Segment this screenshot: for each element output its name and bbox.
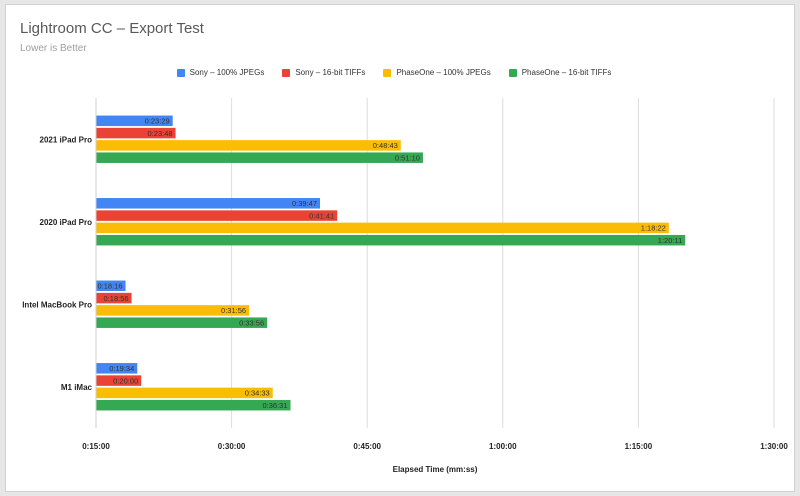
bar <box>96 292 132 304</box>
bar <box>96 222 669 234</box>
category-label: M1 iMac <box>61 383 93 392</box>
x-tick-label: 0:45:00 <box>353 442 381 451</box>
legend-item-sony-jpegs[interactable]: Sony – 100% JPEGs <box>176 68 265 77</box>
x-tick-label: 1:15:00 <box>625 442 653 451</box>
legend-label: PhaseOne – 16-bit TIFFs <box>521 68 612 77</box>
legend-label: Sony – 100% JPEGs <box>189 68 265 77</box>
chart-legend: Sony – 100% JPEGs Sony – 16-bit TIFFs Ph… <box>0 68 788 77</box>
data-label: 0:19:34 <box>109 364 134 373</box>
legend-swatch <box>508 68 517 77</box>
legend-item-phaseone-jpegs[interactable]: PhaseOne – 100% JPEGs <box>383 68 491 77</box>
x-axis-label: Elapsed Time (mm:ss) <box>393 465 478 474</box>
category-label: 2020 iPad Pro <box>40 218 93 227</box>
bar <box>96 234 686 246</box>
x-tick-label: 1:30:00 <box>760 442 788 451</box>
bar <box>96 210 338 221</box>
legend-label: Sony – 16-bit TIFFs <box>295 68 366 77</box>
data-label: 0:23:29 <box>145 117 170 126</box>
data-label: 1:18:22 <box>641 224 666 233</box>
data-label: 0:18:56 <box>104 294 129 303</box>
data-label: 0:51:10 <box>395 153 420 162</box>
bar <box>96 152 423 163</box>
data-label: 0:23:48 <box>148 129 173 138</box>
data-label: 0:33:56 <box>239 318 264 327</box>
bar <box>96 317 268 328</box>
bar <box>96 363 138 374</box>
data-label: 0:41:41 <box>309 211 334 220</box>
bar <box>96 198 321 209</box>
data-label: 0:34:33 <box>245 389 270 398</box>
chart-subtitle: Lower is Better <box>20 43 87 54</box>
legend-item-phaseone-tiffs[interactable]: PhaseOne – 16-bit TIFFs <box>508 68 612 77</box>
legend-swatch <box>176 68 185 77</box>
chart-title: Lightroom CC – Export Test <box>20 20 204 37</box>
category-label: Intel MacBook Pro <box>22 300 92 309</box>
legend-swatch <box>383 68 392 77</box>
x-tick-label: 0:15:00 <box>82 442 110 451</box>
data-label: 0:36:31 <box>262 401 287 410</box>
bar <box>96 127 176 139</box>
data-label: 0:48:43 <box>373 141 398 150</box>
legend-item-sony-tiffs[interactable]: Sony – 16-bit TIFFs <box>282 68 365 77</box>
bar <box>96 375 142 386</box>
legend-swatch <box>282 68 291 77</box>
bar <box>96 115 173 127</box>
legend-label: PhaseOne – 100% JPEGs <box>396 68 491 77</box>
bar <box>96 399 291 411</box>
chart-frame <box>5 4 795 492</box>
data-label: 0:18:16 <box>97 282 122 291</box>
data-label: 0:20:00 <box>113 376 138 385</box>
x-tick-label: 1:00:00 <box>489 442 517 451</box>
data-label: 1:20:11 <box>658 236 682 245</box>
x-tick-label: 0:30:00 <box>218 442 246 451</box>
category-label: 2021 iPad Pro <box>40 135 93 144</box>
bar <box>96 280 126 292</box>
bar <box>96 140 401 151</box>
bar <box>96 305 250 316</box>
data-label: 0:31:56 <box>221 306 246 315</box>
bar <box>96 387 273 399</box>
data-label: 0:39:47 <box>292 199 317 208</box>
